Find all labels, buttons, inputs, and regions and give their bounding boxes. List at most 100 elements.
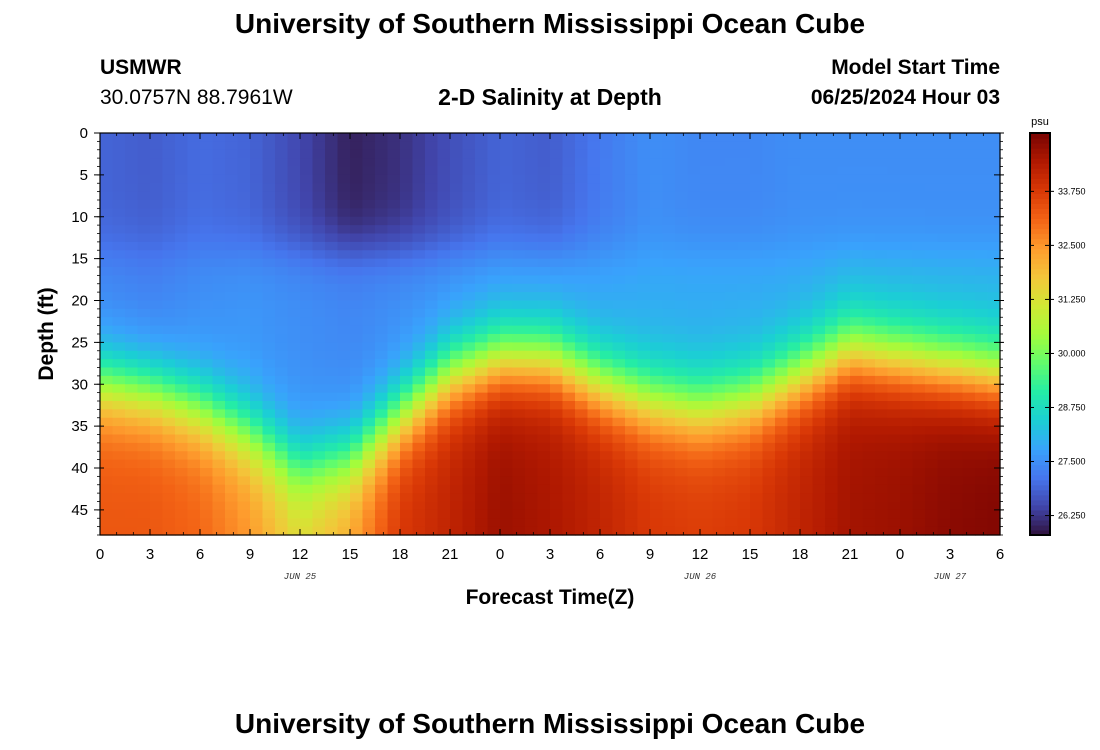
- heatmap-cell: [262, 308, 276, 318]
- heatmap-cell: [250, 417, 264, 427]
- heatmap-cell: [987, 183, 1001, 193]
- heatmap-cell: [675, 359, 689, 369]
- heatmap-cell: [775, 384, 789, 394]
- heatmap-cell: [175, 300, 189, 310]
- heatmap-cell: [775, 493, 789, 503]
- heatmap-cell: [987, 300, 1001, 310]
- heatmap-cell: [712, 158, 726, 168]
- heatmap-cell: [637, 166, 651, 176]
- heatmap-cell: [562, 325, 576, 335]
- heatmap-cell: [425, 216, 439, 226]
- heatmap-cell: [475, 350, 489, 360]
- heatmap-cell: [250, 166, 264, 176]
- heatmap-cell: [462, 476, 476, 486]
- heatmap-cell: [812, 283, 826, 293]
- date-label: JUN 25: [284, 572, 317, 582]
- heatmap-cell: [137, 501, 151, 511]
- heatmap-cell: [262, 200, 276, 209]
- heatmap-cell: [262, 133, 276, 142]
- heatmap-cell: [887, 501, 901, 511]
- heatmap-cell: [900, 300, 914, 310]
- colorbar-segment: [1030, 248, 1050, 255]
- heatmap-cell: [150, 476, 164, 486]
- heatmap-cell: [875, 216, 889, 226]
- heatmap-cell: [550, 141, 564, 151]
- heatmap-cell: [362, 476, 376, 486]
- heatmap-cell: [325, 401, 339, 410]
- heatmap-cell: [687, 468, 701, 477]
- heatmap-cell: [987, 200, 1001, 209]
- heatmap-cell: [600, 484, 614, 494]
- heatmap-cell: [225, 451, 239, 461]
- heatmap-cell: [725, 518, 739, 528]
- heatmap-cell: [487, 241, 501, 251]
- heatmap-cell: [700, 476, 714, 486]
- heatmap-cell: [837, 484, 851, 494]
- heatmap-cell: [950, 200, 964, 209]
- heatmap-cell: [850, 493, 864, 503]
- heatmap-cell: [275, 434, 289, 444]
- heatmap-cell: [862, 509, 876, 519]
- heatmap-cell: [412, 426, 426, 436]
- heatmap-cell: [962, 208, 976, 218]
- heatmap-cell: [637, 292, 651, 302]
- heatmap-cell: [775, 183, 789, 193]
- heatmap-cell: [125, 267, 139, 276]
- heatmap-cell: [925, 317, 939, 327]
- heatmap-cell: [487, 166, 501, 176]
- heatmap-cell: [937, 526, 951, 536]
- heatmap-cell: [350, 350, 364, 360]
- heatmap-cell: [112, 392, 126, 402]
- heatmap-cell: [475, 317, 489, 327]
- heatmap-cell: [437, 476, 451, 486]
- heatmap-cell: [562, 417, 576, 427]
- heatmap-cell: [637, 300, 651, 310]
- heatmap-cell: [700, 325, 714, 335]
- heatmap-cell: [700, 484, 714, 494]
- heatmap-cell: [650, 292, 664, 302]
- heatmap-cell: [312, 426, 326, 436]
- heatmap-cell: [425, 208, 439, 218]
- heatmap-cell: [800, 258, 814, 268]
- heatmap-cell: [837, 468, 851, 477]
- heatmap-cell: [675, 526, 689, 536]
- heatmap-cell: [987, 233, 1001, 243]
- heatmap-cell: [612, 300, 626, 310]
- heatmap-cell: [950, 133, 964, 142]
- heatmap-cell: [637, 283, 651, 293]
- heatmap-cell: [262, 493, 276, 503]
- heatmap-cell: [100, 300, 114, 310]
- heatmap-cell: [425, 442, 439, 452]
- heatmap-cell: [212, 409, 226, 419]
- heatmap-cell: [650, 158, 664, 168]
- heatmap-cell: [175, 225, 189, 235]
- heatmap-cell: [575, 493, 589, 503]
- heatmap-cell: [625, 484, 639, 494]
- heatmap-cell: [250, 241, 264, 251]
- heatmap-cell: [450, 300, 464, 310]
- heatmap-cell: [575, 141, 589, 151]
- heatmap-cell: [487, 417, 501, 427]
- heatmap-cell: [112, 183, 126, 193]
- heatmap-cell: [612, 434, 626, 444]
- heatmap-cell: [262, 275, 276, 285]
- colorbar-segment: [1030, 389, 1050, 395]
- heatmap-cell: [212, 384, 226, 394]
- heatmap-cell: [200, 384, 214, 394]
- heatmap-cell: [650, 384, 664, 394]
- heatmap-cell: [637, 334, 651, 343]
- heatmap-cell: [600, 158, 614, 168]
- heatmap-cell: [900, 191, 914, 201]
- heatmap-cell: [750, 283, 764, 293]
- heatmap-cell: [450, 183, 464, 193]
- heatmap-cell: [662, 509, 676, 519]
- heatmap-cell: [812, 392, 826, 402]
- heatmap-cell: [975, 392, 989, 402]
- heatmap-cell: [287, 509, 301, 519]
- heatmap-cell: [675, 200, 689, 209]
- heatmap-cell: [375, 174, 389, 184]
- heatmap-cell: [725, 149, 739, 159]
- heatmap-cell: [600, 417, 614, 427]
- heatmap-cell: [300, 501, 314, 511]
- heatmap-cell: [337, 216, 351, 226]
